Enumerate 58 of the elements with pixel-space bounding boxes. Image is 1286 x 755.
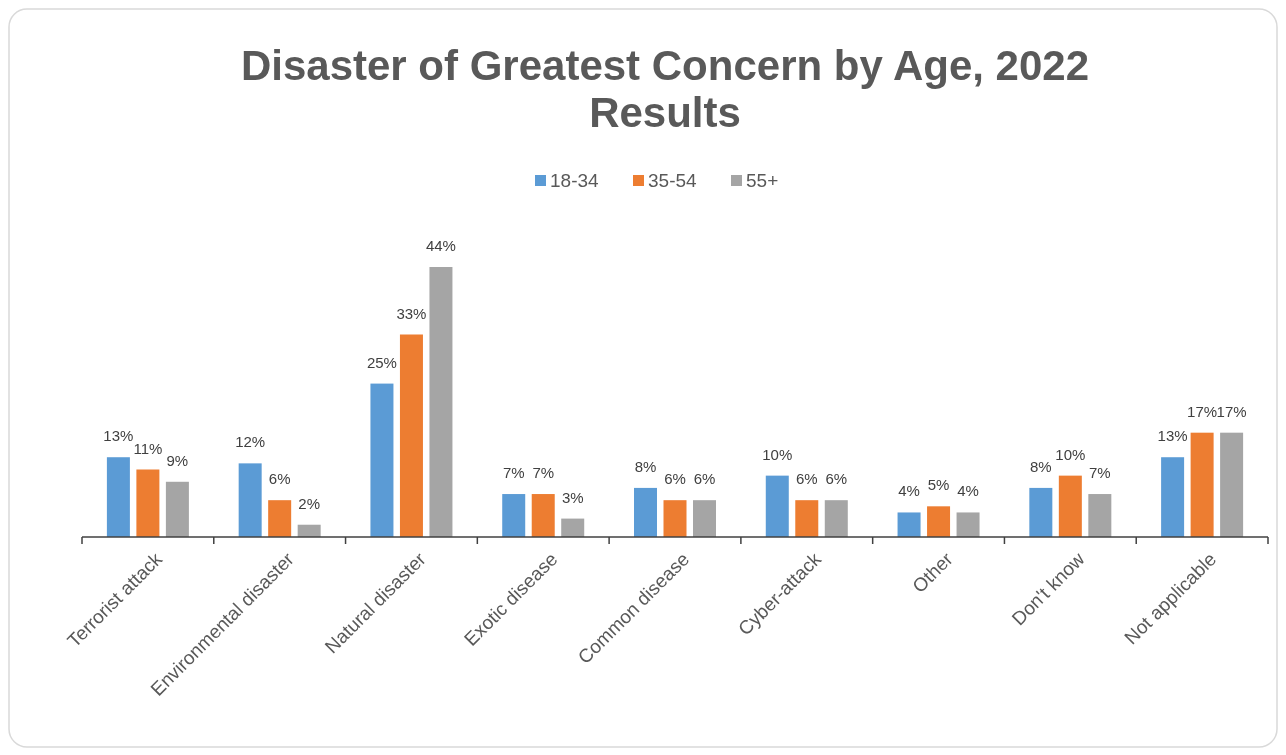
bar <box>297 524 321 537</box>
data-label: 2% <box>298 494 321 512</box>
data-label: 17% <box>1216 402 1247 420</box>
data-label: 7% <box>502 464 525 482</box>
bar <box>824 500 848 537</box>
data-label: 33% <box>396 304 427 322</box>
data-label: 8% <box>1029 457 1052 475</box>
data-label: 3% <box>561 488 584 506</box>
data-label: 13% <box>1157 427 1188 445</box>
data-label: 6% <box>693 470 716 488</box>
bar <box>136 469 160 537</box>
bar <box>956 512 980 537</box>
bar <box>106 457 130 537</box>
data-label: 4% <box>898 482 920 500</box>
bar <box>663 500 687 537</box>
data-label: 7% <box>1088 464 1111 482</box>
data-label: 13% <box>103 427 134 445</box>
bar <box>1058 475 1082 537</box>
legend-label: 35-54 <box>648 170 698 191</box>
bar <box>1029 487 1053 537</box>
data-label: 12% <box>235 433 266 451</box>
data-label: 17% <box>1187 402 1218 420</box>
bar <box>693 500 716 537</box>
data-label: 5% <box>927 476 950 494</box>
bar <box>1220 432 1244 537</box>
legend-label: 55+ <box>746 170 779 191</box>
data-label: 10% <box>762 445 793 463</box>
bar <box>399 334 423 537</box>
bar <box>429 267 453 537</box>
bar <box>561 518 585 537</box>
data-label: 4% <box>957 482 979 500</box>
bar <box>927 506 951 537</box>
data-label: 10% <box>1055 445 1086 463</box>
data-label: 6% <box>664 470 686 488</box>
bar <box>1161 457 1185 537</box>
data-label: 11% <box>133 439 163 457</box>
legend-label: 18-34 <box>550 170 600 191</box>
bar <box>502 494 526 537</box>
data-label: 25% <box>366 353 397 371</box>
data-label: 7% <box>532 464 555 482</box>
bar <box>897 512 921 537</box>
bar <box>165 481 189 537</box>
bar <box>238 463 262 537</box>
bar <box>370 383 394 537</box>
bar <box>634 487 657 537</box>
data-label: 9% <box>166 451 189 469</box>
bar <box>1190 432 1214 537</box>
data-label: 6% <box>825 470 848 488</box>
bar <box>268 500 292 537</box>
data-label: 6% <box>795 470 818 488</box>
bar <box>531 494 555 537</box>
bar <box>765 475 789 537</box>
data-label: 6% <box>268 470 291 488</box>
bar <box>795 500 819 537</box>
bar <box>1088 494 1112 537</box>
chart-title: Disaster of Greatest Concern by Age, 2022 Results <box>240 42 1090 136</box>
data-label: 44% <box>425 237 456 254</box>
data-label: 8% <box>634 457 657 475</box>
